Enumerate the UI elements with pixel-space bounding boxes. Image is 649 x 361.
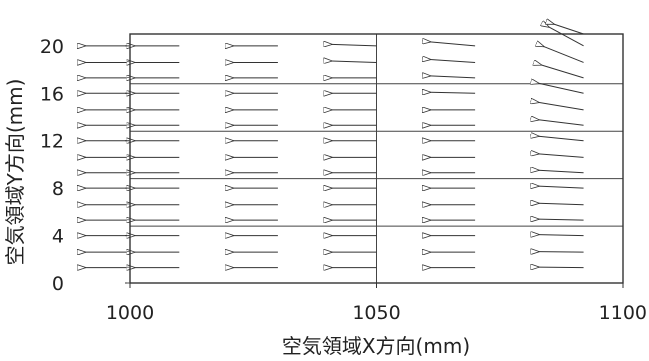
- y-tick-label: 8: [52, 178, 64, 200]
- vector-arrow: [430, 42, 476, 47]
- vector-arrows: [85, 24, 584, 268]
- vector-arrow: [332, 61, 377, 63]
- vector-arrow: [430, 59, 476, 63]
- vector-arrow: [539, 267, 584, 268]
- vector-arrow: [539, 219, 584, 220]
- vector-arrow: [544, 46, 584, 63]
- vector-arrow: [430, 76, 476, 78]
- vector-arrow: [539, 252, 584, 253]
- vector-arrow: [539, 235, 584, 236]
- vector-arrow: [539, 120, 584, 126]
- vector-arrow: [539, 170, 584, 173]
- vector-arrow: [539, 154, 584, 158]
- y-axis-title: 空気領域Y方向(mm): [3, 79, 27, 266]
- axes: [125, 33, 624, 288]
- y-tick-label: 12: [40, 131, 64, 153]
- y-tick-label: 16: [40, 83, 64, 105]
- vector-arrow: [549, 27, 584, 47]
- grid-lines: [130, 34, 623, 283]
- vector-arrow: [539, 136, 584, 142]
- x-tick-label: 1000: [106, 302, 154, 324]
- tick-labels: 0 4 8 12 16 20 1000 1050 1100: [40, 36, 647, 324]
- vector-arrow: [539, 203, 584, 205]
- y-tick-label: 4: [52, 226, 64, 248]
- vector-arrow: [332, 44, 377, 46]
- vector-arrow: [539, 83, 584, 94]
- x-tick-label: 1050: [352, 302, 400, 324]
- vector-arrow: [541, 65, 584, 79]
- y-tick-label: 0: [52, 273, 64, 295]
- vector-arrow: [554, 24, 584, 35]
- x-tick-label: 1100: [599, 302, 647, 324]
- vector-arrow: [430, 92, 476, 93]
- y-tick-label: 20: [40, 36, 64, 58]
- vector-arrow: [539, 102, 584, 111]
- x-axis-title: 空気領域X方向(mm): [282, 334, 470, 356]
- vector-arrow: [539, 186, 584, 188]
